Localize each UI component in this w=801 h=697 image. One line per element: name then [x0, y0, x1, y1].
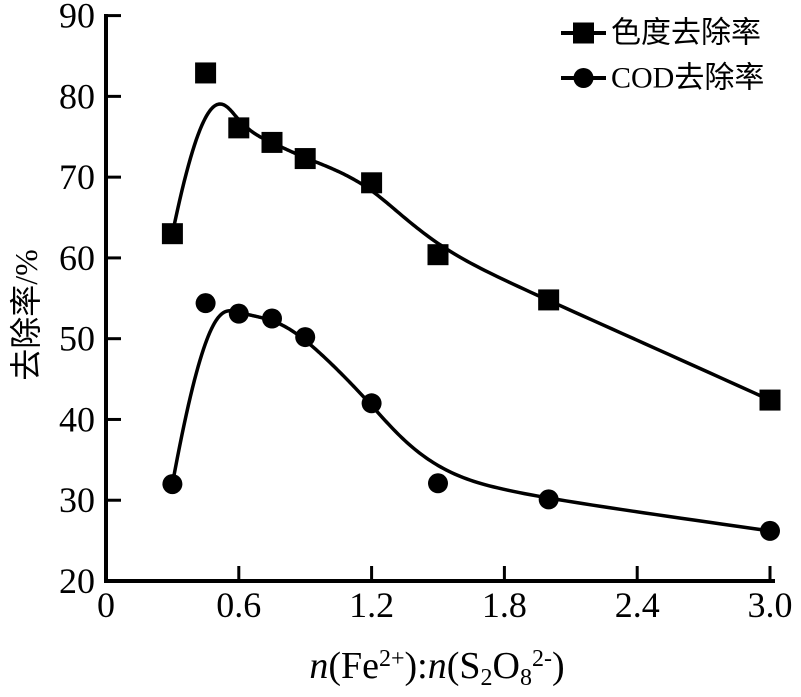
chroma-removal-data-point-marker: [261, 131, 283, 153]
x-axis-title-segment: 8: [520, 665, 532, 691]
x-axis-title-segment: ): [552, 645, 565, 687]
cod-removal-data-point-marker: [295, 327, 316, 348]
chroma-removal-data-point-marker: [427, 244, 449, 266]
x-tick-label: 0: [97, 585, 115, 625]
cod-removal-data-point-marker: [228, 303, 249, 324]
chroma-removal-data-point-marker: [361, 172, 383, 194]
legend-square-icon: [573, 22, 594, 44]
chroma-removal-data-point-marker: [228, 117, 250, 139]
cod-removal-data-point-marker: [538, 489, 559, 510]
y-tick-label: 40: [59, 399, 95, 439]
x-tick-label: 0.6: [216, 585, 261, 625]
chroma-removal-data-point-marker: [195, 62, 217, 84]
x-axis-title-segment: ):: [405, 645, 428, 687]
x-tick-label: 1.2: [349, 585, 394, 625]
cod-removal-data-point-marker: [195, 293, 216, 314]
legend-label-cod: COD去除率: [611, 62, 764, 95]
chroma-removal-data-point-marker: [294, 148, 316, 170]
y-tick-label: 30: [59, 480, 95, 520]
legend: 色度去除率 COD去除率: [561, 17, 764, 95]
x-axis-title-segment: 2: [481, 665, 493, 691]
x-axis-title-segment: (S: [447, 645, 481, 687]
legend-circle-icon: [573, 68, 594, 88]
x-axis-title-segment: n: [428, 645, 447, 687]
plot-area: 20 30 40 50 60 70 80 90 0 0.6 1.2 1.8 2.4 3.0: [59, 0, 793, 625]
x-axis-title-segment: (Fe: [328, 645, 379, 687]
x-tick-label: 1.8: [482, 585, 527, 625]
legend-label-chroma: 色度去除率: [611, 17, 761, 50]
y-tick-label: 90: [59, 0, 95, 36]
cod-removal-curve: [170, 309, 772, 533]
x-tick-label: 2.4: [615, 585, 660, 625]
cod-removal-data-point-marker: [361, 393, 382, 414]
cod-removal-data-point-marker: [428, 473, 448, 494]
cod-removal-data-point-marker: [162, 474, 183, 495]
x-axis-title-segment: 2-: [532, 646, 552, 672]
cod-removal-data-point-marker: [262, 308, 282, 329]
y-tick-label: 80: [59, 76, 95, 116]
x-axis-title-segment: n: [309, 645, 328, 687]
y-tick-label: 70: [59, 157, 95, 197]
cod-removal-data-point-marker: [760, 520, 780, 541]
chroma-removal-data-point-marker: [538, 289, 560, 311]
y-tick-label: 50: [59, 319, 95, 359]
x-axis-title: n(Fe2+):n(S2O82-): [309, 645, 564, 691]
x-axis-title-segment: O: [493, 645, 520, 687]
y-tick-label: 60: [59, 238, 95, 278]
y-tick-label: 20: [59, 561, 95, 601]
x-axis-title-segment: 2+: [379, 646, 405, 672]
chroma-removal-data-point-marker: [161, 223, 183, 245]
legend-item-cod: COD去除率: [561, 62, 764, 95]
x-tick-label: 3.0: [748, 585, 793, 625]
legend-item-chroma: 色度去除率: [561, 17, 761, 50]
y-axis-title: 去除率/%: [8, 249, 44, 381]
chroma-removal-data-point-marker: [759, 389, 781, 411]
